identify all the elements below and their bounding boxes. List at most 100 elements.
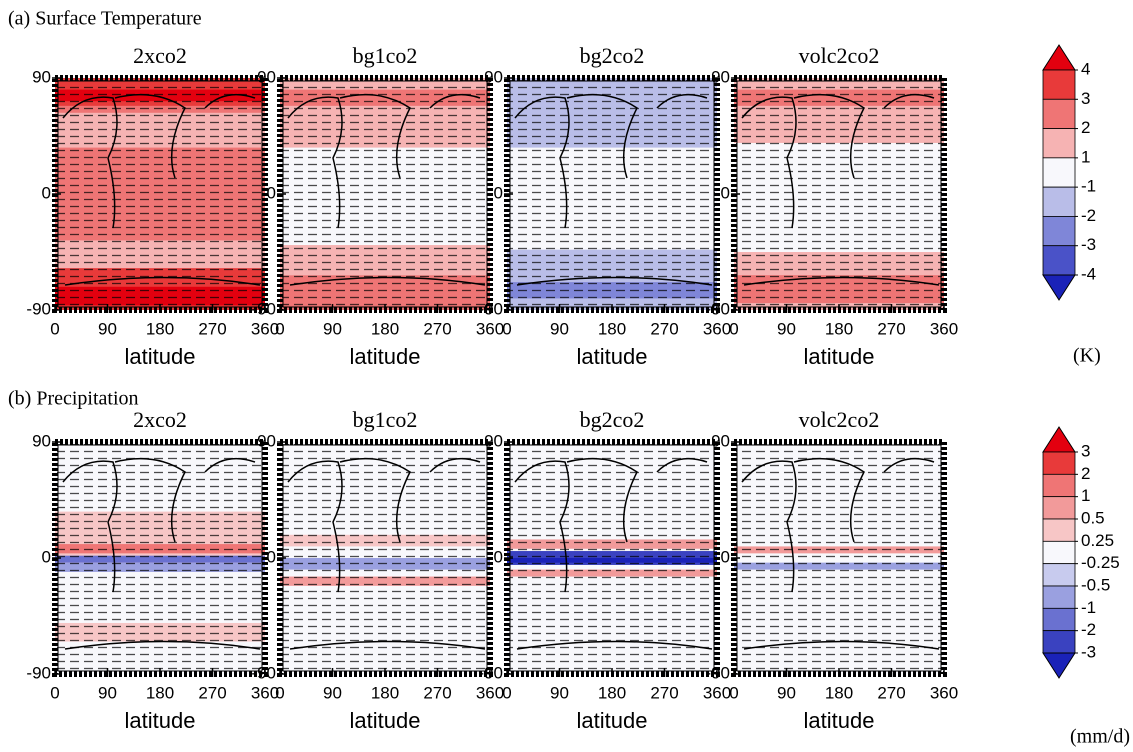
hatching: [282, 444, 488, 672]
x-tick-label: 180: [598, 683, 626, 702]
x-tick-label: 360: [930, 319, 958, 338]
x-tick-label: 360: [703, 683, 731, 702]
colorbar-band: [1042, 518, 1076, 542]
continent-outline: [287, 457, 486, 650]
y-tick-label: 0: [42, 183, 51, 202]
x-axis-label: latitude: [804, 344, 875, 369]
x-tick-label: 0: [275, 683, 284, 702]
colorbar-label: -4: [1081, 264, 1096, 283]
x-tick-label: 0: [275, 319, 284, 338]
panel-title: bg2co2: [580, 407, 645, 432]
x-tick-label: 180: [146, 683, 174, 702]
y-tick-label: 0: [721, 183, 730, 202]
y-tick-label: 0: [42, 547, 51, 566]
colorbar-label: 3: [1081, 441, 1090, 460]
colorbar-band: [1042, 563, 1076, 587]
y-tick-label: 0: [494, 547, 503, 566]
colorbar-band: [1042, 245, 1076, 276]
colorbar-label: 2: [1081, 464, 1090, 483]
x-tick-label: 90: [777, 683, 796, 702]
colorbar-band: [1042, 451, 1076, 475]
colorbar-label: 1: [1081, 147, 1090, 166]
panel-title: 2xco2: [133, 43, 187, 68]
hatching: [509, 444, 715, 672]
colorbar-label: -0.5: [1081, 575, 1110, 594]
continent-outline: [741, 93, 940, 286]
colorbar-label: 4: [1081, 59, 1090, 78]
colorbar-band: [1042, 496, 1076, 520]
colorbar-band: [1042, 540, 1076, 565]
x-tick-label: 180: [825, 683, 853, 702]
colorbar-label: 0.5: [1081, 508, 1105, 527]
colorbar-label: -3: [1081, 642, 1096, 661]
y-tick-label: -90: [478, 299, 503, 318]
x-tick-label: 0: [502, 683, 511, 702]
x-tick-label: 270: [877, 683, 905, 702]
x-tick-label: 90: [323, 319, 342, 338]
continent-outline: [62, 457, 261, 650]
colorbar-label: -1: [1081, 598, 1096, 617]
continent-outline: [62, 93, 261, 286]
x-tick-label: 360: [476, 319, 504, 338]
y-tick-label: -90: [478, 663, 503, 682]
x-tick-label: 180: [371, 319, 399, 338]
x-tick-label: 270: [423, 683, 451, 702]
x-tick-label: 90: [98, 319, 117, 338]
panel-title: bg1co2: [353, 407, 418, 432]
x-tick-label: 360: [930, 683, 958, 702]
unit-label: (K): [1073, 345, 1101, 367]
x-tick-label: 270: [650, 683, 678, 702]
colorbar-band: [1042, 69, 1076, 100]
colorbar-cap: [1042, 426, 1076, 453]
unit-label: (mm/d): [1070, 726, 1130, 748]
x-tick-label: 180: [146, 319, 174, 338]
x-axis-label: latitude: [350, 344, 421, 369]
x-tick-label: 0: [729, 319, 738, 338]
colorbar-label: -0.25: [1081, 553, 1120, 572]
colorbar-cap: [1042, 652, 1076, 679]
row-label: (b) Precipitation: [8, 388, 139, 410]
hatching: [736, 80, 942, 308]
y-tick-label: 90: [257, 67, 276, 86]
colorbar-band: [1042, 585, 1076, 609]
x-tick-label: 270: [650, 319, 678, 338]
colorbar-band: [1042, 186, 1076, 217]
y-tick-label: -90: [251, 663, 276, 682]
panel-title: bg1co2: [353, 43, 418, 68]
x-tick-label: 270: [877, 319, 905, 338]
y-tick-label: 0: [721, 547, 730, 566]
x-tick-label: 90: [550, 319, 569, 338]
y-tick-label: -90: [705, 299, 730, 318]
continent-outline: [514, 93, 713, 286]
x-axis-label: latitude: [125, 344, 196, 369]
colorbar-label: -1: [1081, 177, 1096, 196]
x-axis-label: latitude: [125, 708, 196, 733]
colorbar-label: -3: [1081, 235, 1096, 254]
y-tick-label: 90: [484, 67, 503, 86]
y-tick-label: 0: [494, 183, 503, 202]
x-tick-label: 90: [777, 319, 796, 338]
x-tick-label: 0: [50, 319, 59, 338]
colorbar-band: [1042, 157, 1076, 188]
hatching: [57, 444, 263, 672]
y-tick-label: -90: [251, 299, 276, 318]
colorbar-cap: [1042, 274, 1076, 301]
x-tick-label: 270: [423, 319, 451, 338]
row-label: (a) Surface Temperature: [8, 8, 202, 30]
colorbar-band: [1042, 98, 1076, 129]
y-tick-label: 90: [32, 67, 51, 86]
colorbar-label: 3: [1081, 89, 1090, 108]
y-tick-label: 0: [267, 183, 276, 202]
y-tick-label: 90: [484, 431, 503, 450]
x-axis-label: latitude: [804, 708, 875, 733]
y-tick-label: -90: [705, 663, 730, 682]
colorbar-label: 1: [1081, 486, 1090, 505]
y-tick-label: -90: [26, 299, 51, 318]
y-tick-label: 0: [267, 547, 276, 566]
x-tick-label: 0: [50, 683, 59, 702]
x-tick-label: 0: [729, 683, 738, 702]
x-tick-label: 360: [476, 683, 504, 702]
panel-title: bg2co2: [580, 43, 645, 68]
x-tick-label: 0: [502, 319, 511, 338]
